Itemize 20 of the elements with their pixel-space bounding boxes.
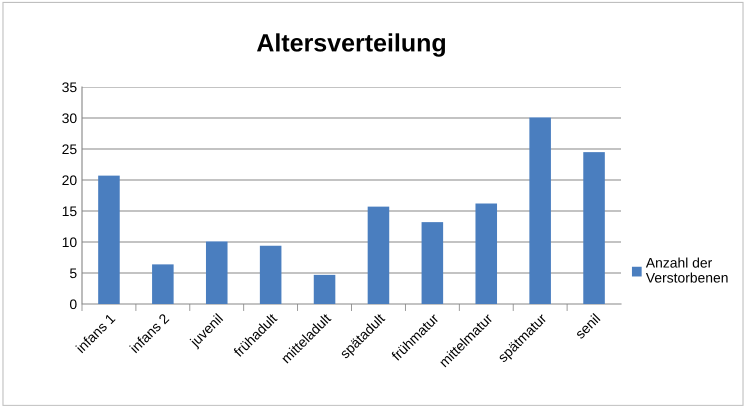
bar	[475, 204, 498, 304]
bar	[152, 264, 174, 304]
legend-label: Anzahl der Verstorbenen	[646, 257, 728, 283]
bar	[260, 246, 282, 304]
y-tick-label: 20	[62, 175, 77, 186]
chart-title: Altersverteilung	[256, 33, 445, 57]
bar	[368, 206, 390, 304]
bar	[529, 117, 551, 304]
y-tick-label: 15	[62, 206, 77, 216]
bar	[314, 274, 336, 304]
y-tick-label: 5	[70, 268, 77, 278]
y-tick-label: 0	[70, 299, 77, 310]
bar	[206, 241, 228, 304]
y-tick-label: 10	[62, 237, 77, 248]
y-tick-label: 30	[62, 113, 77, 124]
y-tick-label: 35	[62, 82, 77, 92]
bar	[422, 222, 444, 304]
bar	[98, 176, 120, 304]
bar	[583, 152, 605, 304]
y-tick-label: 25	[62, 144, 77, 154]
